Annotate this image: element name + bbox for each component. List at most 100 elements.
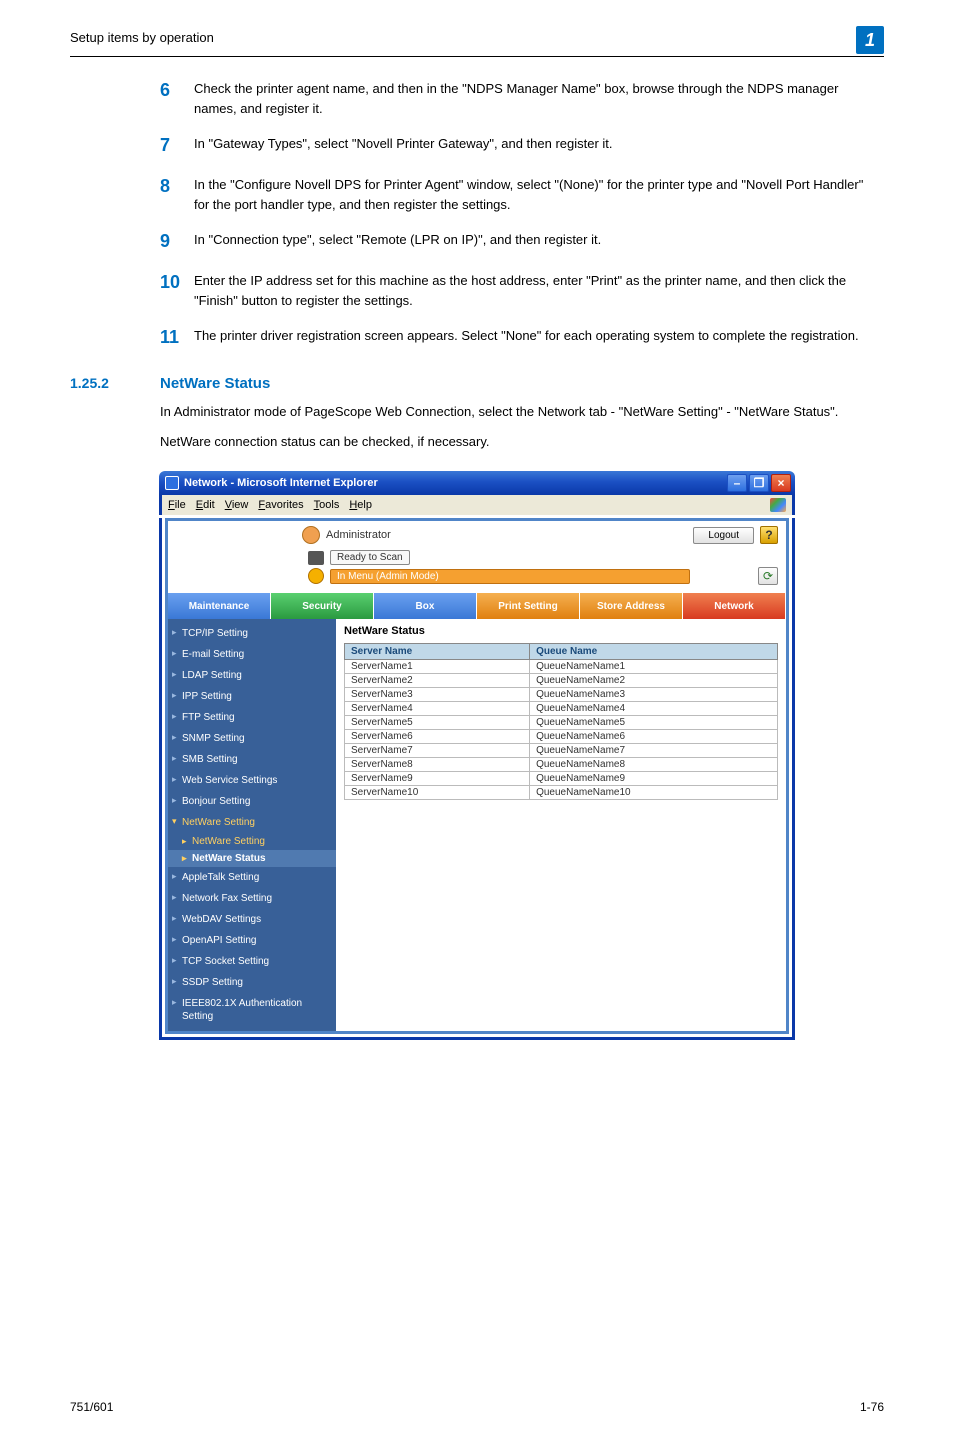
step-text: Enter the IP address set for this machin… <box>194 269 874 310</box>
sidebar-item-smb-setting[interactable]: SMB Setting <box>168 749 336 770</box>
step-number: 7 <box>160 132 194 159</box>
sidebar-item-netware-setting[interactable]: NetWare Setting <box>168 833 336 850</box>
step-number: 6 <box>160 77 194 118</box>
step-number: 8 <box>160 173 194 214</box>
table-cell: QueueNameName4 <box>530 702 778 716</box>
step-number: 9 <box>160 228 194 255</box>
step: 11The printer driver registration screen… <box>160 324 874 351</box>
ie-window: Network - Microsoft Internet Explorer – … <box>159 471 795 1040</box>
table-row: ServerName4QueueNameName4 <box>345 702 778 716</box>
table-cell: ServerName7 <box>345 744 530 758</box>
sidebar-item-netware-setting[interactable]: NetWare Setting <box>168 812 336 833</box>
table-row: ServerName1QueueNameName1 <box>345 660 778 674</box>
netware-status-table: Server NameQueue Name ServerName1QueueNa… <box>344 643 778 800</box>
sidebar-item-snmp-setting[interactable]: SNMP Setting <box>168 728 336 749</box>
step: 6Check the printer agent name, and then … <box>160 77 874 118</box>
tab-maintenance[interactable]: Maintenance <box>168 593 271 619</box>
sidebar-item-appletalk-setting[interactable]: AppleTalk Setting <box>168 867 336 888</box>
sidebar-item-netware-status[interactable]: NetWare Status <box>168 850 336 867</box>
table-cell: ServerName1 <box>345 660 530 674</box>
table-row: ServerName2QueueNameName2 <box>345 674 778 688</box>
maximize-button[interactable]: ❐ <box>749 474 769 492</box>
tabs-row: MaintenanceSecurityBoxPrint SettingStore… <box>168 593 786 619</box>
menu-tools[interactable]: Tools <box>314 499 340 511</box>
table-cell: ServerName5 <box>345 716 530 730</box>
ie-flag-icon <box>770 498 786 512</box>
sidebar-item-ftp-setting[interactable]: FTP Setting <box>168 707 336 728</box>
help-button[interactable]: ? <box>760 526 778 544</box>
sidebar-item-openapi-setting[interactable]: OpenAPI Setting <box>168 930 336 951</box>
step: 7In "Gateway Types", select "Novell Prin… <box>160 132 874 159</box>
menu-favorites[interactable]: Favorites <box>258 499 303 511</box>
step-number: 11 <box>160 324 194 351</box>
sidebar-item-web-service-settings[interactable]: Web Service Settings <box>168 770 336 791</box>
window-title: Network - Microsoft Internet Explorer <box>184 477 378 489</box>
table-cell: ServerName2 <box>345 674 530 688</box>
logout-button[interactable]: Logout <box>693 527 754 544</box>
sidebar-item-network-fax-setting[interactable]: Network Fax Setting <box>168 888 336 909</box>
menu-help[interactable]: Help <box>349 499 372 511</box>
step-number: 10 <box>160 269 194 310</box>
status-ready: Ready to Scan <box>330 550 410 565</box>
sidebar-item-ipp-setting[interactable]: IPP Setting <box>168 686 336 707</box>
sidebar-item-tcp-ip-setting[interactable]: TCP/IP Setting <box>168 623 336 644</box>
subsection-number: 1.25.2 <box>70 375 160 391</box>
section-title: Setup items by operation <box>70 30 214 45</box>
minimize-button[interactable]: – <box>727 474 747 492</box>
window-titlebar: Network - Microsoft Internet Explorer – … <box>159 471 795 495</box>
table-cell: ServerName6 <box>345 730 530 744</box>
admin-label: Administrator <box>326 529 391 541</box>
tab-network[interactable]: Network <box>683 593 786 619</box>
menu-file[interactable]: File <box>168 499 186 511</box>
table-cell: QueueNameName8 <box>530 758 778 772</box>
tab-print-setting[interactable]: Print Setting <box>477 593 580 619</box>
table-row: ServerName7QueueNameName7 <box>345 744 778 758</box>
close-button[interactable]: × <box>771 474 791 492</box>
subsection-title: NetWare Status <box>160 375 270 392</box>
sidebar-item-bonjour-setting[interactable]: Bonjour Setting <box>168 791 336 812</box>
page-header: Setup items by operation 1 <box>70 30 884 57</box>
sidebar-item-e-mail-setting[interactable]: E-mail Setting <box>168 644 336 665</box>
sidebar-item-ieee802-1x-authentication-setting[interactable]: IEEE802.1X Authentication Setting <box>168 993 336 1027</box>
tab-security[interactable]: Security <box>271 593 374 619</box>
chapter-badge: 1 <box>856 26 884 54</box>
menu-edit[interactable]: Edit <box>196 499 215 511</box>
panel-title: NetWare Status <box>344 625 778 637</box>
step-text: The printer driver registration screen a… <box>194 324 874 351</box>
step-text: In "Connection type", select "Remote (LP… <box>194 228 874 255</box>
table-row: ServerName6QueueNameName6 <box>345 730 778 744</box>
footer-right: 1-76 <box>860 1400 884 1414</box>
table-cell: QueueNameName2 <box>530 674 778 688</box>
sidebar-item-tcp-socket-setting[interactable]: TCP Socket Setting <box>168 951 336 972</box>
admin-bar: Administrator Logout ? <box>168 521 786 549</box>
steps-list: 6Check the printer agent name, and then … <box>160 77 874 351</box>
step: 8In the "Configure Novell DPS for Printe… <box>160 173 874 214</box>
body-para-2: NetWare connection status can be checked… <box>160 432 874 452</box>
subsection-heading: 1.25.2 NetWare Status <box>70 375 884 392</box>
sidebar-item-ldap-setting[interactable]: LDAP Setting <box>168 665 336 686</box>
table-row: ServerName10QueueNameName10 <box>345 786 778 800</box>
table-cell: QueueNameName9 <box>530 772 778 786</box>
step-text: In the "Configure Novell DPS for Printer… <box>194 173 874 214</box>
menu-view[interactable]: View <box>225 499 249 511</box>
table-cell: ServerName3 <box>345 688 530 702</box>
step: 10Enter the IP address set for this mach… <box>160 269 874 310</box>
table-cell: ServerName9 <box>345 772 530 786</box>
admin-icon <box>302 526 320 544</box>
table-cell: QueueNameName1 <box>530 660 778 674</box>
main-panel: NetWare Status Server NameQueue Name Ser… <box>336 619 786 1031</box>
sidebar-item-ssdp-setting[interactable]: SSDP Setting <box>168 972 336 993</box>
tab-box[interactable]: Box <box>374 593 477 619</box>
sidebar-item-webdav-settings[interactable]: WebDAV Settings <box>168 909 336 930</box>
refresh-button[interactable]: ⟳ <box>758 567 778 585</box>
table-row: ServerName5QueueNameName5 <box>345 716 778 730</box>
step: 9In "Connection type", select "Remote (L… <box>160 228 874 255</box>
table-cell: QueueNameName5 <box>530 716 778 730</box>
table-row: ServerName3QueueNameName3 <box>345 688 778 702</box>
menubar: File Edit View Favorites Tools Help <box>159 495 795 515</box>
body-para-1: In Administrator mode of PageScope Web C… <box>160 402 874 422</box>
table-cell: QueueNameName3 <box>530 688 778 702</box>
table-cell: ServerName8 <box>345 758 530 772</box>
table-cell: ServerName10 <box>345 786 530 800</box>
tab-store-address[interactable]: Store Address <box>580 593 683 619</box>
